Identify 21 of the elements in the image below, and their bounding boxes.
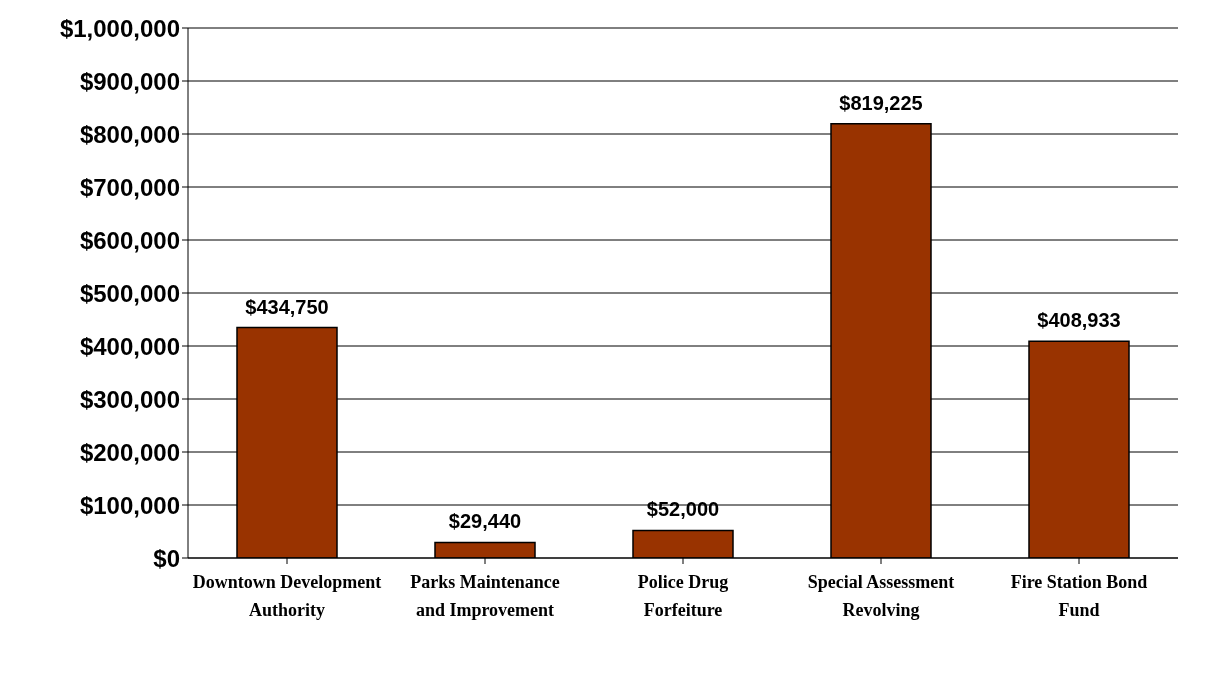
data-label: $408,933 [1037,309,1121,332]
y-tick-label: $900,000 [79,67,180,95]
y-tick-label: $400,000 [79,332,180,360]
x-tick-label: Special Assessment Revolving [807,572,955,620]
y-tick-label: $800,000 [79,120,180,148]
x-tick-label: Police Drug Forfeiture [637,572,729,620]
y-tick-label: $100,000 [79,491,180,519]
y-tick-label: $300,000 [79,385,180,413]
data-label: $819,225 [839,91,923,114]
y-tick-label: $1,000,000 [59,14,180,42]
y-tick-label: $200,000 [79,438,180,466]
y-tick-label: $700,000 [79,173,180,201]
y-tick-label: $0 [153,544,180,572]
data-label: $52,000 [646,498,720,521]
y-tick-label: $600,000 [79,226,180,254]
x-tick-label: Parks Maintenance and Improvement [410,572,560,620]
x-tick-label: Downtown Development Authority [192,572,382,620]
x-tick-label: Fire Station Bond Fund [1010,572,1148,620]
data-label: $29,440 [448,510,522,533]
y-tick-label: $500,000 [79,279,180,307]
data-label: $434,750 [245,295,329,318]
